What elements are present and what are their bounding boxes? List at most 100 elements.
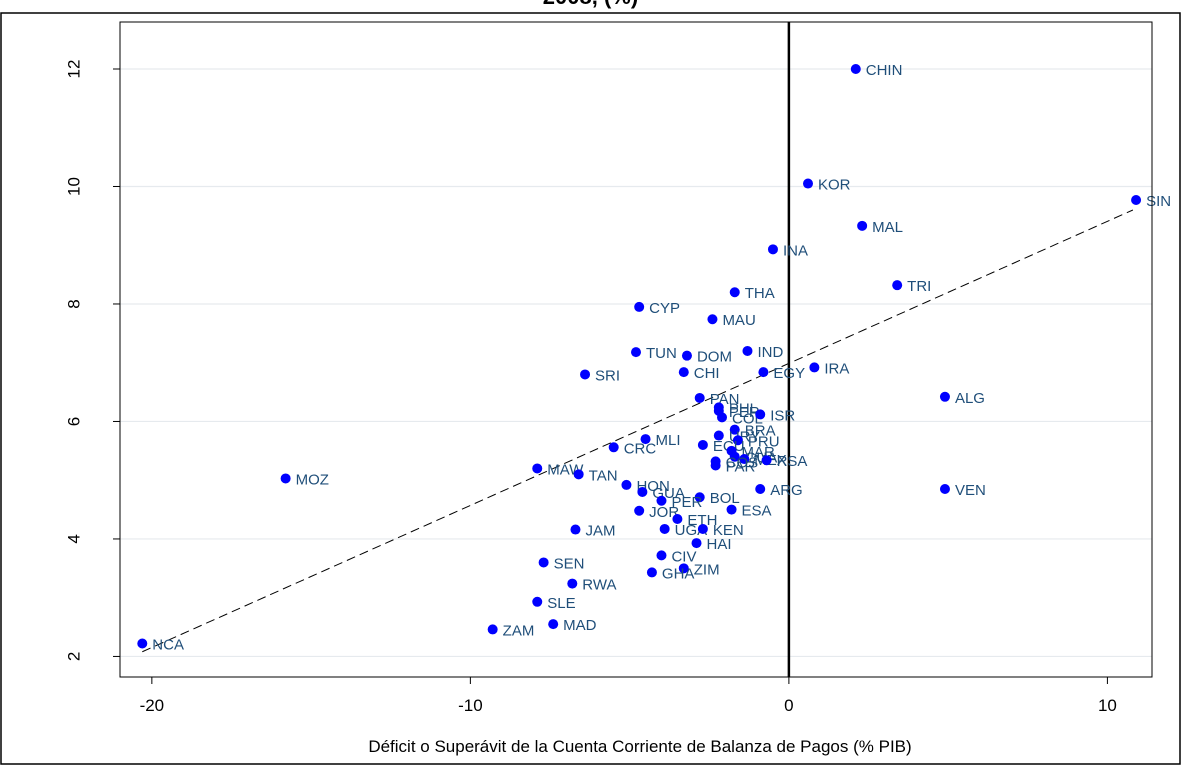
y-tick-label-6: 6: [65, 417, 84, 426]
point-label-sen-51: SEN: [554, 555, 585, 572]
point-label-ina-4: INA: [783, 242, 808, 259]
point-label-zam-57: ZAM: [503, 622, 535, 639]
point-label-per-42: PER: [671, 494, 702, 511]
point-label-mli-24: MLI: [656, 432, 681, 449]
data-point-hai-49: [691, 538, 702, 549]
y-tick-label-8: 8: [65, 299, 84, 308]
data-point-par-33: [710, 460, 721, 471]
data-point-tan-35: [573, 469, 584, 480]
data-point-mad-56: [548, 619, 559, 630]
point-label-ira-12: IRA: [824, 360, 849, 377]
point-label-esa-43: ESA: [742, 503, 772, 520]
data-point-dom-11: [681, 350, 692, 361]
y-axis: 2 4 6 8 10 12: [65, 60, 120, 661]
point-label-par-33: PAR: [726, 459, 756, 476]
data-point-ecu-26: [697, 439, 708, 450]
point-label-kor-1: KOR: [818, 177, 851, 194]
data-point-mal-3: [857, 220, 868, 231]
y-tick-label-2: 2: [65, 652, 84, 661]
data-point-alg-16: [939, 391, 950, 402]
data-point-civ-50: [656, 550, 667, 561]
data-point-jor-44: [634, 505, 645, 516]
data-point-bol-41: [694, 492, 705, 503]
point-label-zim-52: ZIM: [694, 561, 720, 578]
point-label-jam-48: JAM: [585, 523, 615, 540]
chart-title: 2008, (%): [0, 0, 1181, 10]
point-label-gha-53: GHA: [662, 565, 695, 582]
point-label-sle-55: SLE: [547, 595, 575, 612]
point-label-tha-6: THA: [745, 285, 775, 302]
y-tick-label-10: 10: [65, 177, 84, 196]
x-tick-label--10: -10: [458, 696, 483, 715]
data-point-ury-23: [713, 430, 724, 441]
data-point-tri-5: [892, 280, 903, 291]
point-label-bol-41: BOL: [710, 490, 740, 507]
data-point-arg-38: [755, 484, 766, 495]
point-label-rsa-31: RSA: [777, 453, 808, 470]
x-axis: -20 -10 0 10: [140, 677, 1117, 715]
point-label-jor-44: JOR: [649, 504, 679, 521]
point-label-sin-2: SIN: [1146, 193, 1171, 210]
point-label-tan-35: TAN: [589, 467, 618, 484]
point-label-chin-0: CHIN: [866, 62, 903, 79]
point-label-civ-50: CIV: [671, 548, 696, 565]
data-point-gua-29: [729, 451, 740, 462]
data-point-zim-52: [678, 563, 689, 574]
y-tick-label-4: 4: [65, 534, 84, 543]
x-tick-label-0: 0: [784, 696, 793, 715]
data-point-chi-13: [678, 367, 689, 378]
data-point-ina-4: [767, 244, 778, 255]
point-label-eth-45: ETH: [687, 512, 717, 529]
data-point-moz-36: [280, 473, 291, 484]
data-point-mex-30: [739, 454, 750, 465]
point-label-dom-11: DOM: [697, 349, 732, 366]
point-label-mad-56: MAD: [563, 617, 597, 634]
point-label-crc-27: CRC: [624, 440, 657, 457]
data-point-esa-43: [726, 504, 737, 515]
point-label-per-19: PER: [729, 404, 760, 421]
point-label-hai-49: HAI: [707, 536, 732, 553]
point-label-arg-38: ARG: [770, 482, 803, 499]
y-tick-label-12: 12: [65, 60, 84, 79]
plot-border: [119, 21, 1153, 678]
point-label-ven-39: VEN: [955, 482, 986, 499]
data-point-zam-57: [487, 624, 498, 635]
data-point-nca-58: [137, 638, 148, 649]
data-point-sri-15: [580, 369, 591, 380]
data-point-mli-24: [640, 434, 651, 445]
point-label-pru-25: PRU: [748, 433, 780, 450]
point-label-phl-18: PHL: [729, 400, 758, 417]
data-point-tha-6: [729, 287, 740, 298]
data-point-gha-53: [646, 567, 657, 578]
trend-line: [142, 209, 1134, 653]
data-point-hon-37: [621, 479, 632, 490]
data-point-kor-1: [803, 178, 813, 189]
data-point-bra-22: [729, 424, 740, 435]
data-point-ira-12: [809, 362, 820, 373]
x-tick-label--20: -20: [140, 696, 165, 715]
point-label-bra-22: BRA: [745, 423, 776, 440]
point-label-cyp-7: CYP: [649, 300, 680, 317]
data-point-isr-21: [755, 409, 766, 420]
data-point-crc-27: [608, 442, 619, 453]
data-point-eth-45: [672, 513, 683, 524]
point-label-nca-58: NCA: [152, 637, 184, 654]
data-point-mau-8: [707, 314, 718, 325]
point-label-ind-9: IND: [757, 344, 783, 361]
data-point-uga-46: [659, 523, 670, 534]
point-label-cos-32: COS: [726, 454, 759, 471]
data-point-rwa-54: [567, 578, 578, 589]
point-label-egy-14: EGY: [773, 365, 805, 382]
data-point-chin-0: [850, 63, 861, 74]
point-label-chi-13: CHI: [694, 365, 720, 382]
x-tick-label-10: 10: [1098, 696, 1117, 715]
data-point-col-20: [717, 412, 727, 423]
point-label-tun-10: TUN: [646, 345, 677, 362]
data-point-pan-17: [694, 392, 705, 403]
data-point-tun-10: [631, 347, 641, 358]
point-label-rwa-54: RWA: [582, 577, 616, 594]
point-label-col-20: COL: [732, 410, 763, 427]
